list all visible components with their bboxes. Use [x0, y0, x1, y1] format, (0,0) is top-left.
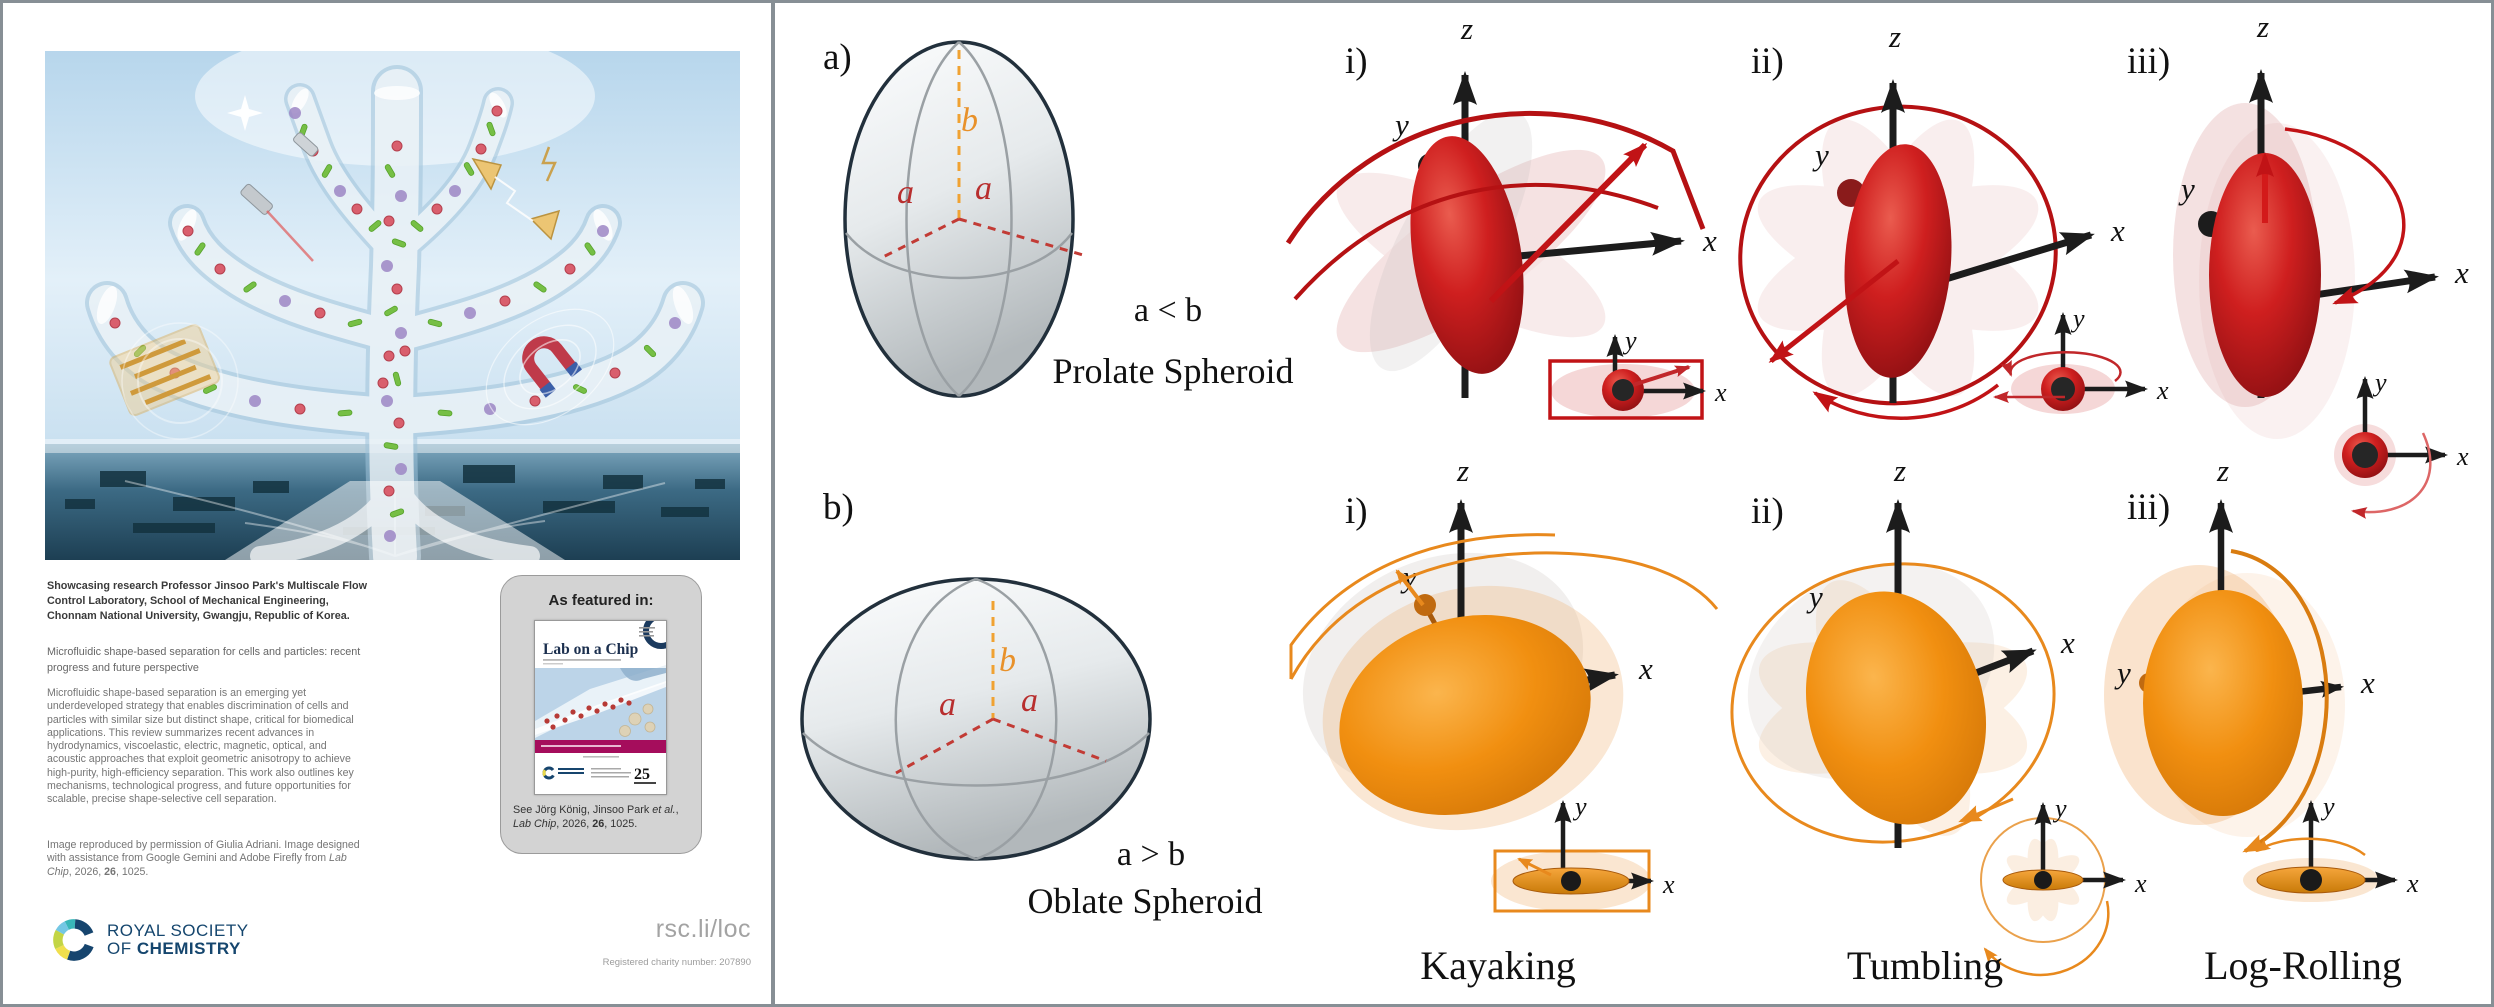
prolate-kayaking: i) z x y y [1285, 11, 1727, 420]
prolate-kayaking-inset: y x [1548, 326, 1727, 420]
journal-cover-thumb: Lab on a Chip [534, 613, 679, 795]
x-axis-label: x [1714, 378, 1727, 407]
dim-b-label: b [961, 102, 978, 139]
image-credit: Image reproduced by permission of Giulia… [47, 839, 360, 878]
spheroid-motion-diagram: a) b a a a < b Prolate Spheroid i) [800, 9, 2469, 988]
y-axis-label: y [1622, 326, 1637, 355]
abstract-text: Microfluidic shape-based separation is a… [47, 687, 354, 806]
prolate-name: Prolate Spheroid [1053, 351, 1294, 391]
x-axis-label: x [2134, 869, 2147, 898]
rsc-logo-icon [53, 919, 95, 961]
cover-mini-rsc-logo [542, 766, 584, 780]
prolate-tumbling-inset: y x [1993, 304, 2169, 414]
oblate-schematic: b) b a a a > b Oblate Spheroid [800, 487, 1263, 921]
y-axis-label: y [2052, 794, 2067, 823]
dim-a-label: a [897, 174, 914, 211]
x-axis-label: x [2110, 213, 2125, 248]
rsc-link: rsc.li/loc [655, 915, 751, 943]
panel-divider [771, 3, 775, 1004]
y-axis-label: y [2114, 655, 2131, 690]
cover-journal-title: Lab on a Chip [543, 641, 638, 658]
sub-label-i: i) [1345, 41, 1368, 82]
relation-a-lt-b: a < b [1134, 292, 1202, 329]
y-axis-label: y [1572, 792, 1587, 821]
sub-label-ii: ii) [1751, 41, 1784, 82]
sub-label-iii: iii) [2127, 487, 2170, 528]
sub-label-iii: iii) [2127, 41, 2170, 82]
idt-electrode [109, 324, 220, 416]
dim-b-label: b [999, 642, 1016, 679]
sparkle [227, 95, 263, 131]
z-axis-label: z [1888, 19, 1901, 54]
y-axis-label: y [1392, 107, 1409, 142]
laser-module [240, 132, 319, 262]
kayaking-label: Kayaking [1420, 943, 1576, 988]
dim-a-label: a [1021, 682, 1038, 719]
oblate-kayaking: i) z x y y x [1289, 453, 1719, 913]
prolate-schematic: a) b a a a < b Prolate Spheroid [823, 37, 1294, 398]
y-axis-label: y [2320, 792, 2335, 821]
y-axis-label: y [2372, 368, 2387, 397]
showcasing-text: Showcasing research Professor Jinsoo Par… [47, 580, 367, 622]
dim-a-label: a [975, 170, 992, 207]
tree-root-flare [225, 481, 565, 560]
oblate-log-rolling-inset: y x [2243, 792, 2419, 902]
rsc-logo: ROYAL SOCIETY OF CHEMISTRY [49, 915, 249, 965]
panel-b-label: b) [823, 487, 854, 528]
x-axis-label: x [1662, 870, 1675, 899]
citation-text: See Jörg König, Jinsoo Park et al., Lab C… [513, 804, 679, 830]
x-axis-label: x [2156, 376, 2169, 405]
cover-issue-info [639, 627, 655, 637]
rsc-logo-text: ROYAL SOCIETY OF CHEMISTRY [107, 920, 249, 958]
panel-a-label: a) [823, 37, 852, 78]
z-axis-label: z [2256, 9, 2269, 44]
y-axis-label: y [1812, 137, 1829, 172]
x-axis-label: x [2406, 869, 2419, 898]
log-rolling-label: Log-Rolling [2204, 943, 2402, 988]
z-axis-label: z [1456, 453, 1469, 488]
cover-anniversary-badge: 25 [634, 766, 650, 783]
x-axis-label: x [1702, 223, 1717, 258]
relation-a-gt-b: a > b [1117, 836, 1185, 873]
y-axis-label: y [1806, 579, 1823, 614]
prolate-tumbling: ii) z x y y x [1738, 19, 2169, 420]
oblate-kayaking-inset: y x [1491, 792, 1675, 913]
y-axis-label: y [2178, 171, 2195, 206]
y-axis-label: y [2070, 304, 2085, 333]
article-title: Microfluidic shape-based separation for … [47, 646, 361, 674]
prolate-log-rolling-inset: y x [2334, 368, 2469, 519]
rsc-flyer-panel: Showcasing research Professor Jinsoo Par… [3, 3, 771, 1004]
featured-title: As featured in: [548, 592, 654, 609]
oblate-log-rolling: iii) z x y y x [2104, 453, 2419, 902]
x-axis-label: x [2360, 665, 2375, 700]
charity-number: Registered charity number: 207890 [602, 957, 751, 968]
electrode-plates [471, 146, 561, 241]
oblate-tumbling-inset: y x [1980, 794, 2147, 977]
dim-a-label: a [939, 686, 956, 723]
x-axis-label: x [2060, 625, 2075, 660]
sub-label-ii: ii) [1751, 491, 1784, 532]
x-axis-label: x [2456, 442, 2469, 471]
tumbling-label: Tumbling [1847, 943, 2003, 988]
oblate-name: Oblate Spheroid [1028, 881, 1263, 921]
prolate-log-rolling: iii) z x y y x [2127, 9, 2469, 519]
acoustic-ripples [121, 322, 239, 440]
z-axis-label: z [1893, 453, 1906, 488]
x-axis-label: x [1638, 651, 1653, 686]
z-axis-label: z [2216, 453, 2229, 488]
z-axis-label: z [1460, 11, 1473, 46]
cover-artwork [45, 51, 740, 560]
x-axis-label: x [2454, 255, 2469, 290]
oblate-tumbling: ii) z x y [1730, 453, 2147, 977]
cover-art-mini [535, 665, 666, 740]
as-featured-in-box: As featured in: Lab on a Chip [500, 575, 702, 854]
magnetic-field-lines [485, 308, 615, 426]
sub-label-i: i) [1345, 491, 1368, 532]
cover-editor-lines [591, 768, 631, 778]
